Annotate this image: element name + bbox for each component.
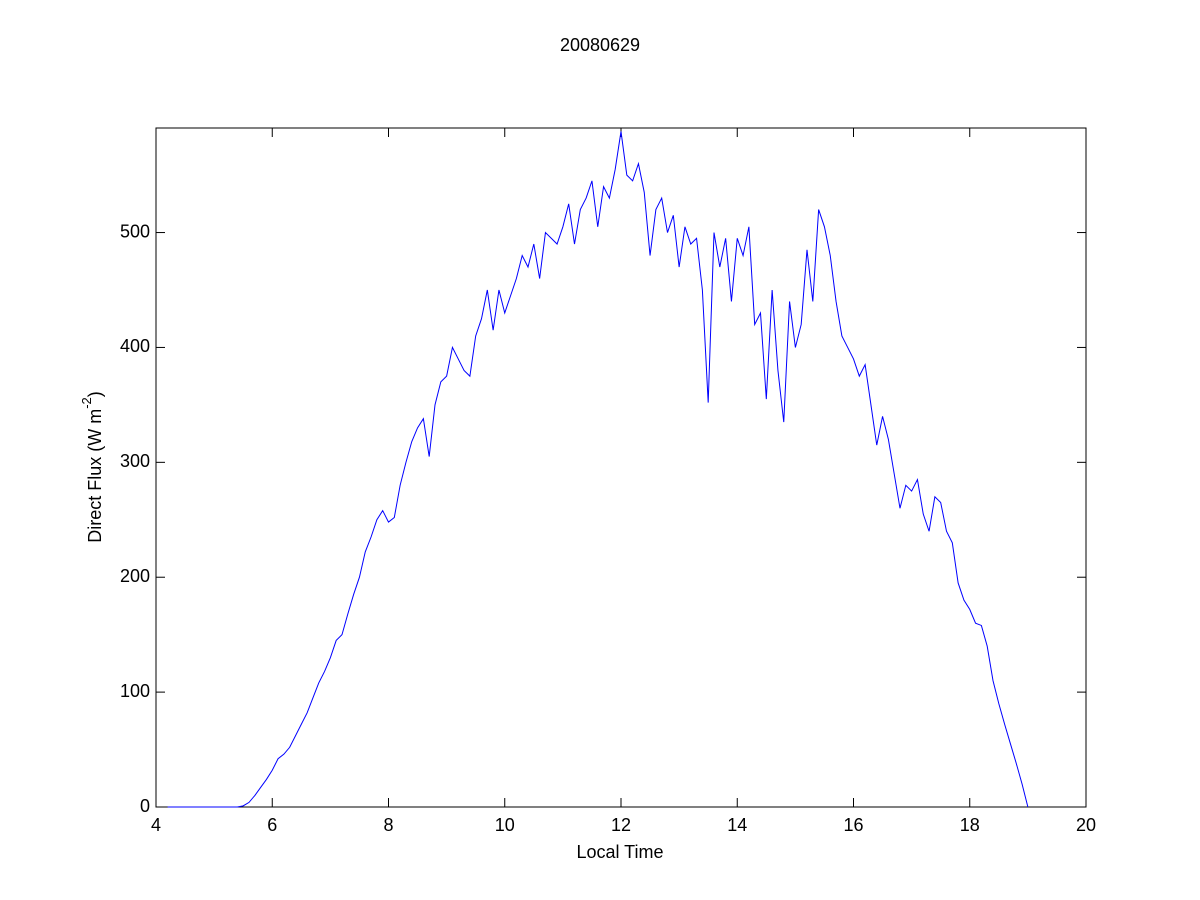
y-tick-label: 200 — [120, 566, 150, 586]
x-tick-label: 14 — [727, 815, 747, 835]
x-tick-label: 16 — [843, 815, 863, 835]
x-axis-label: Local Time — [576, 842, 663, 862]
y-tick-label: 0 — [140, 796, 150, 816]
y-tick-label: 500 — [120, 221, 150, 241]
y-tick-label: 100 — [120, 681, 150, 701]
y-label-sup: -2 — [79, 397, 94, 409]
y-tick-label: 300 — [120, 451, 150, 471]
chart-title: 20080629 — [560, 35, 640, 55]
x-tick-label: 18 — [960, 815, 980, 835]
x-tick-label: 12 — [611, 815, 631, 835]
axes-box — [155, 127, 1087, 808]
x-tick-label: 10 — [495, 815, 515, 835]
y-label-text: Direct Flux (W m — [85, 409, 105, 543]
x-tick-label: 6 — [267, 815, 277, 835]
x-tick-label: 20 — [1076, 815, 1096, 835]
y-label-end: ) — [85, 391, 105, 397]
x-tick-label: 8 — [383, 815, 393, 835]
x-tick-label: 4 — [151, 815, 161, 835]
y-tick-label: 400 — [120, 336, 150, 356]
y-axis-label: Direct Flux (W m-2) — [79, 391, 104, 543]
data-line — [167, 131, 1029, 808]
